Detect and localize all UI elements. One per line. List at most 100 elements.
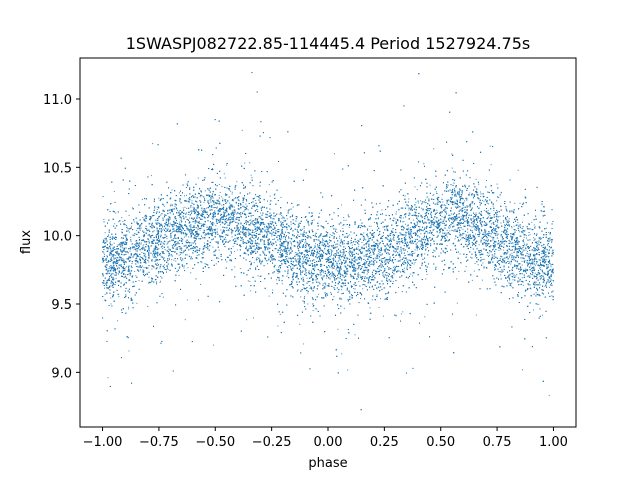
data-point bbox=[449, 214, 451, 216]
data-point bbox=[122, 221, 124, 223]
data-point bbox=[147, 234, 149, 236]
data-point bbox=[474, 233, 476, 235]
data-point bbox=[505, 233, 506, 235]
data-point bbox=[466, 205, 468, 207]
data-point bbox=[511, 252, 513, 254]
data-point bbox=[228, 230, 230, 232]
data-point bbox=[321, 277, 323, 279]
data-point bbox=[176, 226, 178, 228]
data-point bbox=[143, 267, 145, 269]
data-point bbox=[367, 271, 369, 273]
data-point bbox=[489, 218, 491, 220]
data-point bbox=[155, 242, 157, 244]
data-point bbox=[475, 212, 477, 214]
data-point bbox=[344, 273, 346, 275]
data-point bbox=[236, 213, 238, 215]
data-point bbox=[216, 228, 218, 230]
data-point bbox=[132, 207, 134, 209]
data-point bbox=[194, 207, 196, 209]
data-point bbox=[137, 262, 139, 264]
data-point bbox=[503, 266, 505, 268]
data-point bbox=[447, 184, 449, 186]
data-point bbox=[476, 226, 478, 228]
data-point bbox=[397, 225, 399, 227]
data-point bbox=[502, 253, 504, 255]
data-point bbox=[268, 251, 270, 253]
data-point bbox=[476, 228, 478, 230]
data-point bbox=[190, 224, 192, 226]
data-point bbox=[420, 200, 422, 202]
data-point bbox=[130, 227, 132, 229]
data-point bbox=[458, 271, 460, 273]
data-point bbox=[231, 214, 233, 216]
data-point bbox=[382, 226, 384, 228]
data-point bbox=[183, 236, 185, 238]
data-point bbox=[328, 241, 330, 243]
data-point bbox=[212, 202, 214, 204]
data-point bbox=[407, 231, 409, 233]
data-point bbox=[230, 231, 232, 233]
data-point bbox=[343, 251, 345, 253]
data-point bbox=[544, 285, 546, 287]
data-point bbox=[416, 189, 418, 191]
data-point bbox=[518, 248, 520, 250]
data-point bbox=[412, 214, 414, 216]
data-point bbox=[460, 216, 462, 218]
data-point bbox=[330, 291, 332, 293]
data-point bbox=[169, 249, 171, 251]
data-point bbox=[282, 255, 284, 257]
data-point bbox=[511, 282, 513, 284]
data-point bbox=[409, 241, 411, 243]
data-point bbox=[459, 224, 461, 226]
data-point bbox=[368, 225, 370, 227]
data-point bbox=[536, 303, 538, 305]
data-point bbox=[129, 250, 131, 252]
data-point bbox=[135, 275, 137, 277]
data-point bbox=[224, 177, 226, 179]
data-point bbox=[390, 238, 392, 240]
data-point bbox=[477, 264, 479, 266]
data-point bbox=[525, 249, 527, 251]
data-point bbox=[531, 229, 533, 231]
data-point bbox=[231, 204, 233, 206]
data-point bbox=[255, 200, 257, 201]
data-point bbox=[403, 234, 405, 236]
data-point bbox=[342, 224, 344, 226]
data-point bbox=[129, 270, 131, 272]
data-point bbox=[166, 264, 168, 266]
data-point bbox=[541, 256, 543, 258]
data-point bbox=[299, 255, 301, 257]
data-point bbox=[247, 280, 249, 282]
data-point bbox=[196, 216, 198, 218]
data-point bbox=[360, 298, 362, 300]
data-point bbox=[292, 234, 294, 236]
data-point bbox=[334, 253, 336, 255]
data-point bbox=[453, 171, 455, 173]
data-point bbox=[547, 250, 549, 252]
data-point bbox=[426, 227, 428, 229]
data-point bbox=[394, 251, 396, 253]
data-point bbox=[507, 224, 509, 226]
data-point bbox=[353, 268, 355, 270]
data-point bbox=[153, 230, 155, 232]
data-point bbox=[216, 241, 218, 243]
data-point bbox=[180, 213, 182, 215]
data-point bbox=[474, 262, 476, 264]
data-point bbox=[236, 181, 238, 183]
data-point bbox=[218, 195, 220, 197]
data-point bbox=[456, 302, 458, 304]
data-point bbox=[215, 225, 217, 227]
data-point bbox=[115, 271, 117, 273]
data-point bbox=[541, 265, 543, 267]
data-point bbox=[446, 233, 448, 235]
data-point bbox=[392, 219, 394, 221]
data-point bbox=[474, 222, 476, 224]
data-point bbox=[466, 197, 468, 199]
data-point bbox=[167, 268, 169, 270]
data-point bbox=[160, 214, 162, 216]
data-point bbox=[211, 217, 213, 219]
data-point bbox=[548, 286, 550, 288]
data-point bbox=[354, 288, 356, 290]
data-point bbox=[480, 229, 482, 231]
data-point bbox=[179, 216, 181, 218]
